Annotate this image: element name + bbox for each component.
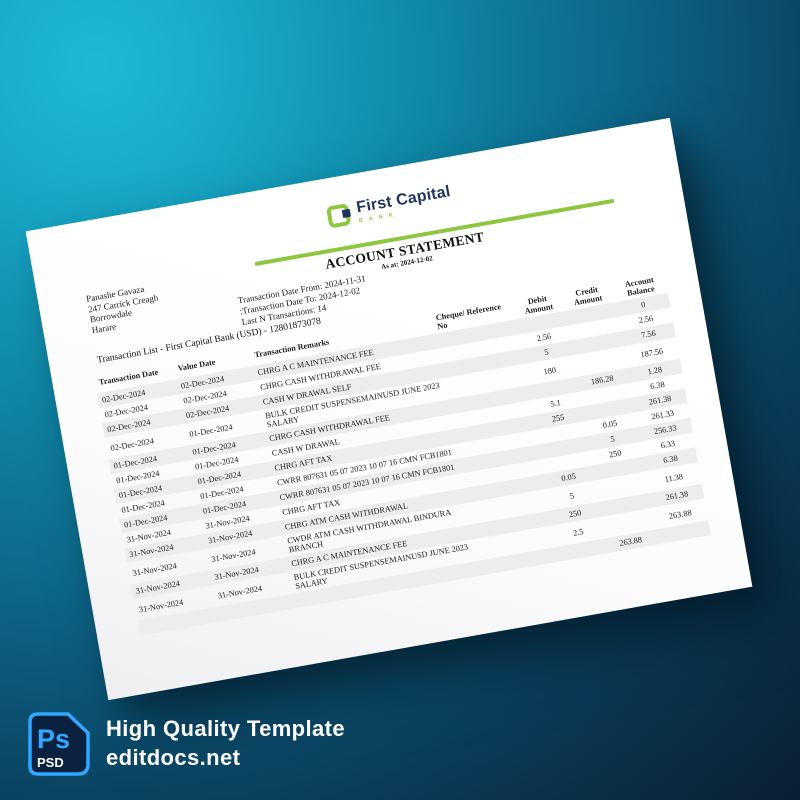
badge-text: High Quality Template editdocs.net [106,715,345,773]
customer-address: Panashe Gavaza 247 Carrick Creagh Borrow… [85,282,162,336]
ps-glyph: Ps [37,724,70,754]
template-badge: Ps PSD High Quality Template editdocs.ne… [28,712,345,776]
statement-table: Transaction Date Value Date Transaction … [93,271,711,636]
badge-site-url: editdocs.net [106,745,241,770]
photoshop-psd-icon: Ps PSD [28,712,90,776]
cell-credit [601,517,653,530]
psd-glyph: PSD [37,755,64,770]
document-paper: First Capital B A N K ACCOUNT STATEMENT … [25,117,753,701]
logo-notch-square [341,208,352,219]
cell-debit [556,544,604,556]
cell-balance [655,526,710,539]
badge-title: High Quality Template [106,716,346,741]
logo-text: First Capital B A N K [355,183,453,224]
bank-logo-icon [325,203,352,229]
cell-credit [572,356,624,369]
cell-credit [594,481,646,494]
